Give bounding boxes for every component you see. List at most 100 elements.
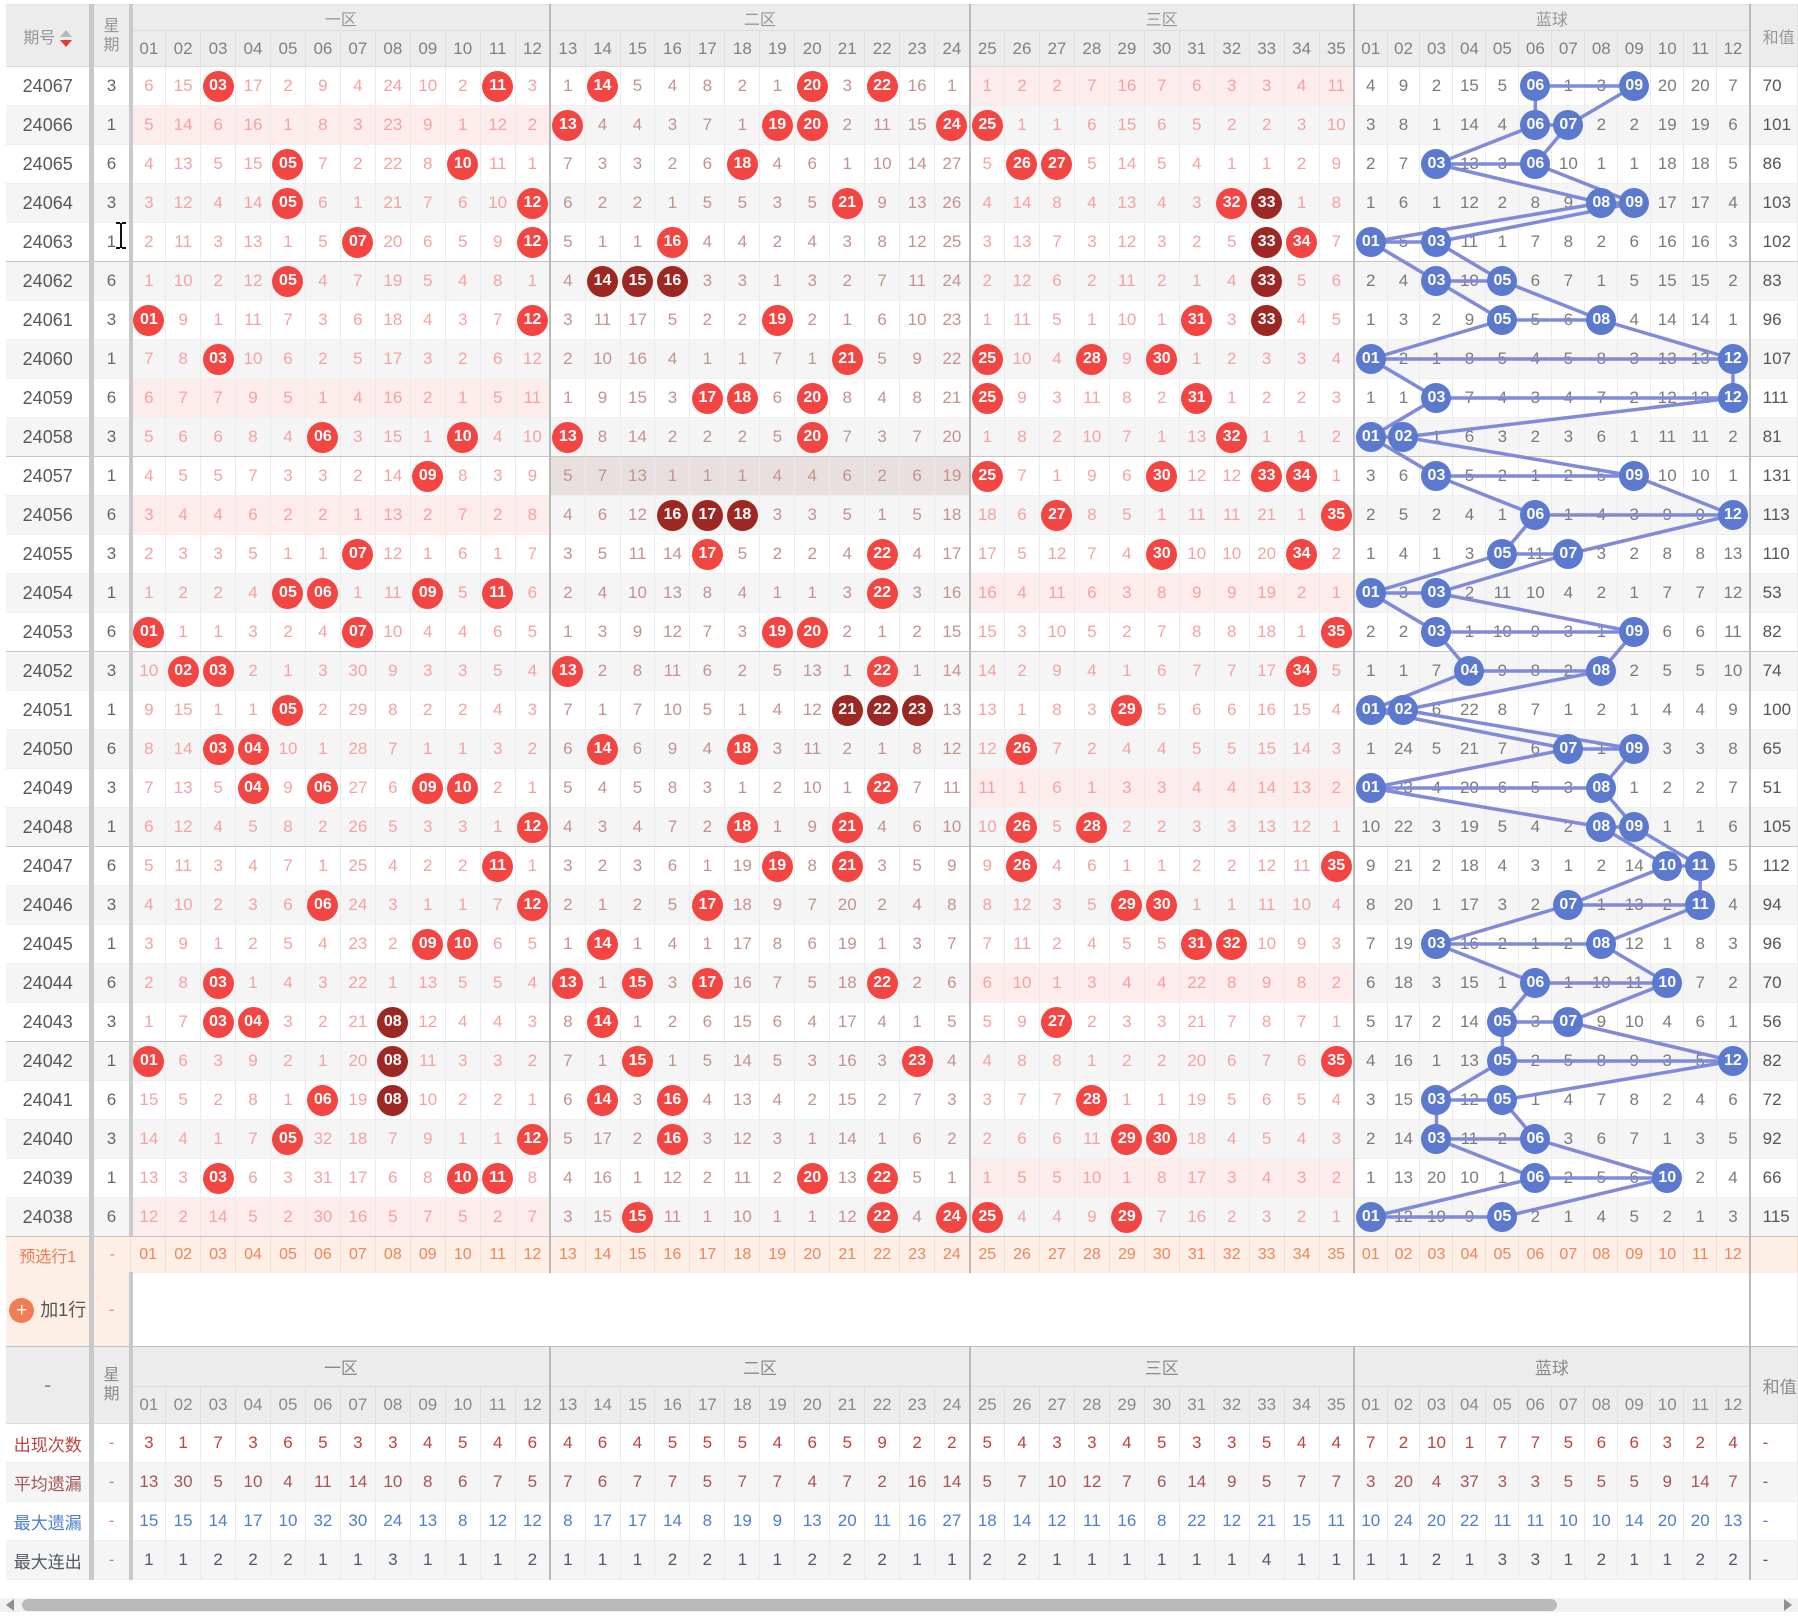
miss-cell: 3	[968, 222, 1005, 262]
preselect-cell[interactable]: 25	[968, 1236, 1005, 1273]
miss-cell: 12	[724, 1119, 761, 1159]
preselect-cell[interactable]: 22	[864, 1236, 901, 1273]
miss-cell: 6	[1004, 1119, 1040, 1159]
sort-icon[interactable]	[60, 29, 73, 47]
preselect-cell[interactable]: 29	[1109, 1236, 1145, 1273]
red-ball: 26	[1006, 148, 1038, 180]
preselect-cell[interactable]: 04	[1452, 1236, 1487, 1273]
preselect-cell[interactable]: 15	[620, 1236, 656, 1273]
preselect-cell[interactable]: 08	[375, 1236, 411, 1273]
scroll-right-arrow[interactable]	[1784, 1599, 1792, 1611]
miss-cell: 20	[340, 1041, 376, 1081]
stat-cell: 10	[1353, 1501, 1388, 1541]
miss-cell: 4	[794, 1002, 831, 1042]
preselect-cell[interactable]: 24	[934, 1236, 971, 1273]
preselect-cell[interactable]: 06	[305, 1236, 341, 1273]
preselect-cell[interactable]: 07	[340, 1236, 376, 1273]
blue-ball: 12	[1717, 383, 1748, 413]
preselect-cell[interactable]: 01	[130, 1236, 167, 1273]
col-header: 06	[305, 1386, 341, 1424]
col-header: 02	[165, 30, 202, 67]
preselect-row[interactable]: 预选行1-01 02 03 04 05 06 07 08 09 10 11 12 13 14 15 16 17 1…	[6, 1236, 1798, 1273]
preselect-cell[interactable]: 07	[1551, 1236, 1586, 1273]
preselect-cell[interactable]: 19	[759, 1236, 796, 1273]
preselect-cell[interactable]: 13	[549, 1236, 586, 1273]
preselect-cell[interactable]: 02	[1387, 1236, 1421, 1273]
miss-cell: 1	[1551, 495, 1586, 535]
preselect-cell[interactable]: 34	[1284, 1236, 1320, 1273]
stat-cell: 1	[549, 1540, 586, 1580]
preselect-cell[interactable]: 26	[1004, 1236, 1040, 1273]
preselect-cell[interactable]: 05	[1485, 1236, 1520, 1273]
preselect-cell[interactable]: 32	[1214, 1236, 1250, 1273]
preselect-cell[interactable]: 02	[165, 1236, 202, 1273]
preselect-cell[interactable]: 11	[1683, 1236, 1718, 1273]
preselect-cell[interactable]: 09	[1617, 1236, 1652, 1273]
miss-cell: 5	[549, 1119, 586, 1159]
miss-cell: 10	[1716, 651, 1751, 691]
ball-cell: 05	[1485, 534, 1520, 574]
scroll-left-arrow[interactable]	[6, 1599, 14, 1611]
preselect-cell[interactable]: 12	[1716, 1236, 1751, 1273]
preselect-cell[interactable]: 04	[235, 1236, 271, 1273]
preselect-cell[interactable]: 28	[1074, 1236, 1110, 1273]
miss-cell: 6	[934, 963, 971, 1003]
miss-cell: 7	[410, 1197, 446, 1237]
preselect-cell[interactable]: 17	[689, 1236, 726, 1273]
preselect-cell[interactable]: 20	[794, 1236, 831, 1273]
stat-cell: 6	[794, 1423, 831, 1463]
stats-week-cell: -	[89, 1501, 133, 1541]
preselect-cell[interactable]: 01	[1353, 1236, 1388, 1273]
preselect-cell[interactable]: 03	[1419, 1236, 1454, 1273]
preselect-cell[interactable]: 03	[200, 1236, 237, 1273]
red-ball: 25	[971, 1201, 1003, 1233]
miss-cell: 19	[724, 846, 761, 886]
scrollbar-thumb[interactable]	[22, 1599, 1557, 1611]
miss-cell: 2	[200, 573, 237, 613]
preselect-cell[interactable]: 10	[445, 1236, 481, 1273]
preselect-cell[interactable]: 05	[270, 1236, 306, 1273]
preselect-cell[interactable]: 33	[1249, 1236, 1285, 1273]
miss-cell: 6	[445, 183, 481, 223]
miss-cell: 1	[829, 651, 866, 691]
preselect-cell[interactable]: 21	[829, 1236, 866, 1273]
miss-cell: 3	[864, 846, 901, 886]
preselect-cell[interactable]: 27	[1039, 1236, 1075, 1273]
miss-cell: 7	[410, 183, 446, 223]
horizontal-scrollbar[interactable]	[0, 1598, 1798, 1612]
miss-cell: 4	[305, 924, 341, 964]
preselect-cell[interactable]: 35	[1319, 1236, 1355, 1273]
preselect-cell[interactable]: 18	[724, 1236, 761, 1273]
preselect-cell[interactable]: 10	[1650, 1236, 1685, 1273]
preselect-cell[interactable]: 23	[899, 1236, 936, 1273]
preselect-cell[interactable]: 30	[1144, 1236, 1180, 1273]
miss-cell: 1	[1109, 846, 1145, 886]
miss-cell: 24	[375, 66, 411, 106]
stat-cell: 2	[1716, 1540, 1751, 1580]
miss-cell: 9	[1214, 573, 1250, 613]
preselect-cell[interactable]: 12	[515, 1236, 551, 1273]
preselect-cell[interactable]: 31	[1179, 1236, 1215, 1273]
period-column-title[interactable]: 期号	[23, 29, 56, 47]
red-ball: 18	[726, 811, 758, 843]
preselect-cell[interactable]: 08	[1584, 1236, 1619, 1273]
stat-cell: 9	[864, 1423, 901, 1463]
stat-cell: 3	[1074, 1423, 1110, 1463]
preselect-cell[interactable]: 16	[654, 1236, 691, 1273]
weekday-cell: 1	[89, 573, 133, 613]
col-header: 32	[1214, 1386, 1250, 1424]
miss-cell: 9	[1716, 690, 1751, 730]
col-header: 14	[585, 30, 621, 67]
red-ball: 22	[866, 70, 898, 102]
period-sort-header[interactable]: 期号	[6, 4, 93, 67]
miss-cell: 5	[1249, 1119, 1285, 1159]
preselect-cell[interactable]: 09	[410, 1236, 446, 1273]
preselect-cell[interactable]: 11	[480, 1236, 516, 1273]
period-cell: 24062	[6, 261, 93, 301]
preselect-cell[interactable]: 14	[585, 1236, 621, 1273]
preselect-cell[interactable]: 06	[1518, 1236, 1553, 1273]
stat-cell: 30	[165, 1462, 202, 1502]
col-header: 34	[1284, 1386, 1320, 1424]
zone-header-z2: 二区	[549, 1346, 971, 1387]
add-row-button[interactable]: + 加1行	[6, 1272, 93, 1347]
